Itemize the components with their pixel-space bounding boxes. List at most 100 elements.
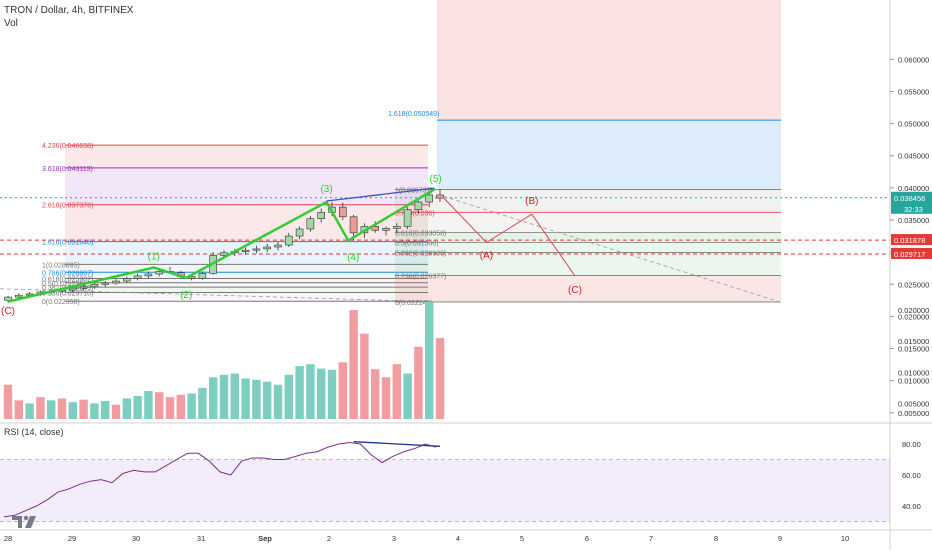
wave-label-w4: (4) bbox=[347, 253, 359, 264]
price-badge: 0.031878 bbox=[891, 234, 932, 246]
fib-left-label: 2.618(0.037376) bbox=[42, 203, 93, 210]
rsi-axis-tick: 60.00 bbox=[902, 471, 921, 480]
fib-mid-label: 0.618(0.033058) bbox=[395, 230, 446, 237]
volume-axis-tick: 0.005000 bbox=[898, 399, 929, 408]
fib-mid-label: 0.5(0.031500) bbox=[395, 240, 439, 247]
abc-projection-line bbox=[442, 197, 576, 277]
fib-left-zone bbox=[65, 272, 428, 279]
price-axis-tick: 0.035000 bbox=[898, 216, 929, 225]
fib-left-label: 0.5(0.025226) bbox=[42, 281, 86, 288]
rsi-line bbox=[3, 441, 437, 518]
fib-left-label: 1(0.028095) bbox=[42, 262, 80, 269]
candle bbox=[274, 241, 282, 251]
volume-axis-tick: 0.020000 bbox=[898, 306, 929, 315]
fib-left-label: 0.786(0.026867) bbox=[42, 270, 93, 277]
volume-bar bbox=[47, 400, 56, 419]
wave-label-w2: (2) bbox=[180, 290, 192, 301]
price-axis-tick: 0.040000 bbox=[898, 184, 929, 193]
time-axis-tick: 2 bbox=[327, 534, 331, 543]
candle bbox=[90, 282, 99, 289]
fib-left-zone bbox=[65, 282, 428, 288]
fib-left-label: 0.618(0.025902) bbox=[42, 276, 93, 283]
price-badge-countdown: 32:33 bbox=[904, 205, 923, 214]
time-axis-tick: 9 bbox=[778, 534, 782, 543]
volume-bar bbox=[360, 333, 369, 419]
volume-label: Vol bbox=[4, 18, 18, 29]
volume-bar bbox=[273, 384, 283, 419]
volume-bar bbox=[306, 364, 315, 419]
candle bbox=[198, 271, 207, 280]
wave-label-b: (B) bbox=[525, 196, 538, 207]
candle-body bbox=[274, 244, 282, 248]
candle-body bbox=[15, 294, 23, 298]
candle-body bbox=[338, 206, 347, 218]
time-axis-tick: 30 bbox=[132, 534, 140, 543]
rsi-axis-tick: 80.00 bbox=[902, 440, 921, 449]
fib-mid-zone bbox=[395, 232, 781, 243]
candle bbox=[252, 245, 261, 254]
fib-left-label: 4.236(0.046658) bbox=[42, 143, 93, 150]
candle bbox=[403, 207, 412, 229]
trend-line-lower bbox=[0, 288, 431, 303]
volume-bar bbox=[295, 366, 304, 419]
volume-bar bbox=[155, 392, 164, 419]
volume-bar bbox=[101, 400, 110, 419]
rsi-divergence-line bbox=[353, 441, 441, 447]
volume-bar bbox=[435, 338, 445, 419]
volume-bar bbox=[327, 369, 337, 419]
time-axis-tick: 31 bbox=[197, 534, 205, 543]
volume-bar bbox=[241, 378, 250, 419]
wave-label-c_end: (C) bbox=[568, 285, 582, 296]
price-axis-tick: 0.010000 bbox=[898, 377, 929, 386]
candle-body bbox=[382, 228, 390, 231]
volume-bar bbox=[284, 374, 293, 419]
fib-left-label: 3.618(0.043113) bbox=[42, 166, 93, 173]
chart-header: TRON / Dollar, 4h, BITFINEX Vol bbox=[4, 4, 133, 30]
volume-bar bbox=[230, 373, 239, 419]
candle-body bbox=[263, 246, 272, 250]
volume-bar bbox=[403, 373, 412, 419]
candle-body bbox=[436, 194, 444, 199]
fib-mid-zone bbox=[395, 252, 781, 276]
fib-left-zone bbox=[65, 241, 428, 265]
candle bbox=[112, 279, 120, 285]
price-axis-tick: 0.050000 bbox=[898, 120, 929, 129]
volume-bar bbox=[349, 310, 358, 419]
candle-body bbox=[252, 248, 261, 251]
target-zone-red bbox=[437, 0, 781, 121]
candle bbox=[338, 202, 347, 220]
candle bbox=[123, 276, 131, 283]
volume-axis-tick: 0.010000 bbox=[898, 368, 929, 377]
rsi-title: RSI (14, close) bbox=[4, 427, 64, 437]
volume-bar bbox=[79, 399, 88, 419]
fib-left-zone bbox=[65, 278, 428, 283]
volume-bar bbox=[133, 395, 142, 419]
candle-body bbox=[90, 283, 99, 288]
candle-body bbox=[79, 286, 88, 289]
price-axis-tick: 0.015000 bbox=[898, 345, 929, 354]
candle bbox=[241, 247, 250, 255]
time-axis-tick: 7 bbox=[649, 534, 653, 543]
symbol-title: TRON / Dollar, 4h, BITFINEX bbox=[4, 5, 134, 16]
rsi-band bbox=[0, 459, 890, 522]
volume-bar bbox=[209, 377, 218, 419]
time-axis-tick: 6 bbox=[585, 534, 589, 543]
volume-bar bbox=[219, 374, 229, 419]
volume-axis-tick: 0.015000 bbox=[898, 337, 929, 346]
candle-body bbox=[317, 211, 326, 220]
volume-bar bbox=[317, 368, 326, 419]
volume-bar bbox=[381, 377, 391, 419]
candle-body bbox=[198, 273, 207, 279]
candle-body bbox=[133, 275, 142, 279]
volume-bar bbox=[14, 400, 23, 419]
candle-body bbox=[241, 249, 250, 252]
price-badge-bg bbox=[891, 191, 932, 214]
fib-left-label: 1.618(0.031640) bbox=[42, 240, 93, 247]
fib-mid-zone bbox=[395, 275, 781, 302]
candle-body bbox=[220, 252, 228, 256]
candle-body bbox=[295, 228, 304, 237]
candle bbox=[101, 281, 109, 287]
